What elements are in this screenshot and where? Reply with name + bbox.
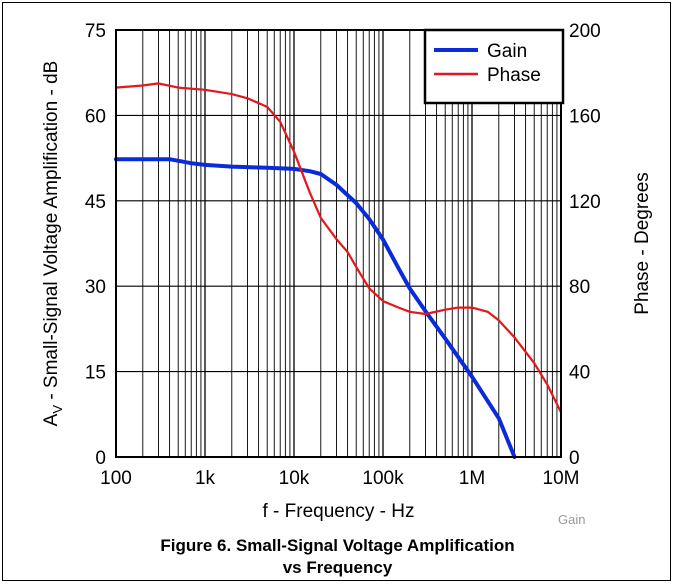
y2-tick-label: 40: [569, 363, 590, 384]
y-axis-label: AV - Small-Signal Voltage Amplification …: [41, 61, 65, 427]
series-line-gain: [114, 157, 517, 459]
y-tick-label: 15: [85, 363, 106, 384]
x-tick-label: 100k: [362, 468, 404, 489]
x-axis-label: f - Frequency - Hz: [262, 501, 414, 522]
legend-label-gain: Gain: [487, 41, 527, 62]
x-tick-label: 1k: [195, 468, 216, 489]
legend: Gain Phase: [423, 28, 565, 105]
x-tick-label: 100: [100, 468, 132, 489]
plot-area: [115, 29, 562, 458]
y2-tick-label: 0: [569, 448, 580, 469]
x-tick-label: 1M: [459, 468, 485, 489]
y2-tick-label: 80: [569, 277, 590, 298]
y2-tick-label: 120: [569, 192, 601, 213]
y2-tick-label: 200: [569, 21, 601, 42]
x-tick-label: 10M: [543, 468, 580, 489]
y-tick-label: 60: [85, 106, 106, 127]
legend-label-phase: Phase: [487, 65, 541, 86]
y-axis-label-main: A: [41, 413, 62, 426]
series-lines: [114, 82, 563, 459]
caption-line-2: vs Frequency: [282, 558, 393, 577]
watermark-text: Gain: [558, 512, 586, 527]
y2-tick-label: 160: [569, 106, 601, 127]
figure-caption: Figure 6. Small-Signal Voltage Amplifica…: [0, 535, 675, 579]
y-tick-label: 0: [95, 448, 106, 469]
legend-box: [423, 28, 565, 105]
y-axis-label-subscript: V: [50, 405, 65, 414]
y-tick-label: 45: [85, 192, 106, 213]
y-axis-label-rest: - Small-Signal Voltage Amplification - d…: [41, 61, 62, 405]
y2-axis-label: Phase - Degrees: [632, 172, 653, 315]
y-tick-label: 75: [85, 21, 106, 42]
series-line-phase: [114, 82, 563, 414]
y-tick-label: 30: [85, 277, 106, 298]
tick-labels: 100 1k 10k 100k 1M 10M01530456075040801201602…: [85, 21, 601, 489]
grid: [116, 30, 561, 457]
caption-line-1: Figure 6. Small-Signal Voltage Amplifica…: [160, 536, 515, 555]
x-tick-label: 10k: [279, 468, 310, 489]
